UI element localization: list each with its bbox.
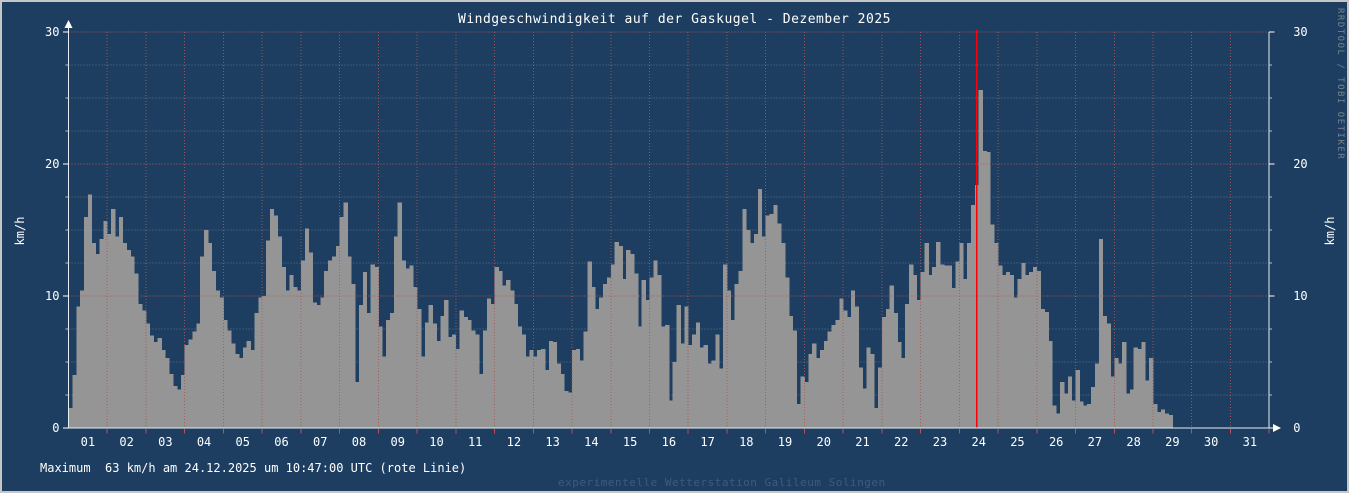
x-axis-arrow	[1273, 424, 1281, 432]
x-tick-label: 17	[700, 435, 715, 449]
rrdtool-watermark: RRDTOOL / TOBI OETIKER	[1335, 8, 1345, 161]
y-tick-label-right: 0	[1293, 421, 1301, 435]
y-axis-unit-left: km/h	[13, 216, 27, 246]
x-tick-label: 12	[506, 435, 522, 449]
y-tick-label-left: 10	[45, 289, 60, 303]
x-tick-label: 26	[1048, 435, 1064, 449]
x-tick-label: 11	[467, 435, 483, 449]
x-tick-label: 06	[274, 435, 289, 449]
x-tick-label: 18	[739, 435, 754, 449]
x-tick-label: 03	[158, 435, 173, 449]
x-tick-label: 23	[932, 435, 948, 449]
y-tick-label-left: 20	[45, 157, 60, 171]
y-tick-label-left: 30	[45, 25, 60, 39]
y-tick-label-right: 30	[1293, 25, 1308, 39]
maximum-annotation-text: Maximum 63 km/h am 24.12.2025 um 10:47:0…	[40, 461, 467, 475]
x-tick-label: 15	[622, 435, 638, 449]
x-tick-label: 27	[1087, 435, 1103, 449]
x-tick-label: 02	[119, 435, 134, 449]
x-tick-label: 14	[584, 435, 599, 449]
x-tick-label: 22	[894, 435, 909, 449]
y-axis-unit-right: km/h	[1323, 216, 1337, 246]
x-tick-label: 31	[1242, 435, 1258, 449]
y-axis-arrow	[64, 20, 73, 28]
x-tick-label: 08	[351, 435, 367, 449]
x-tick-label: 04	[196, 435, 212, 449]
x-tick-label: 01	[80, 435, 96, 449]
chart-title: Windgeschwindigkeit auf der Gaskugel - D…	[458, 12, 891, 27]
x-tick-label: 10	[429, 435, 444, 449]
x-tick-label: 28	[1126, 435, 1141, 449]
x-tick-label: 09	[390, 435, 405, 449]
x-tick-label: 29	[1165, 435, 1180, 449]
x-tick-label: 16	[661, 435, 677, 449]
x-tick-label: 25	[1010, 435, 1025, 449]
y-tick-label-right: 20	[1293, 157, 1308, 171]
x-tick-label: 20	[816, 435, 831, 449]
x-tick-label: 07	[313, 435, 328, 449]
y-tick-label-left: 0	[52, 421, 60, 435]
y-tick-label-right: 10	[1293, 289, 1308, 303]
station-watermark: experimentelle Wetterstation Galileum So…	[558, 476, 886, 489]
x-tick-label: 21	[855, 435, 870, 449]
x-tick-label: 05	[235, 435, 250, 449]
x-tick-label: 19	[777, 435, 793, 449]
x-tick-label: 24	[971, 435, 986, 449]
wind-speed-area	[68, 90, 1173, 429]
x-tick-label: 30	[1203, 435, 1219, 449]
x-tick-label: 13	[545, 435, 560, 449]
